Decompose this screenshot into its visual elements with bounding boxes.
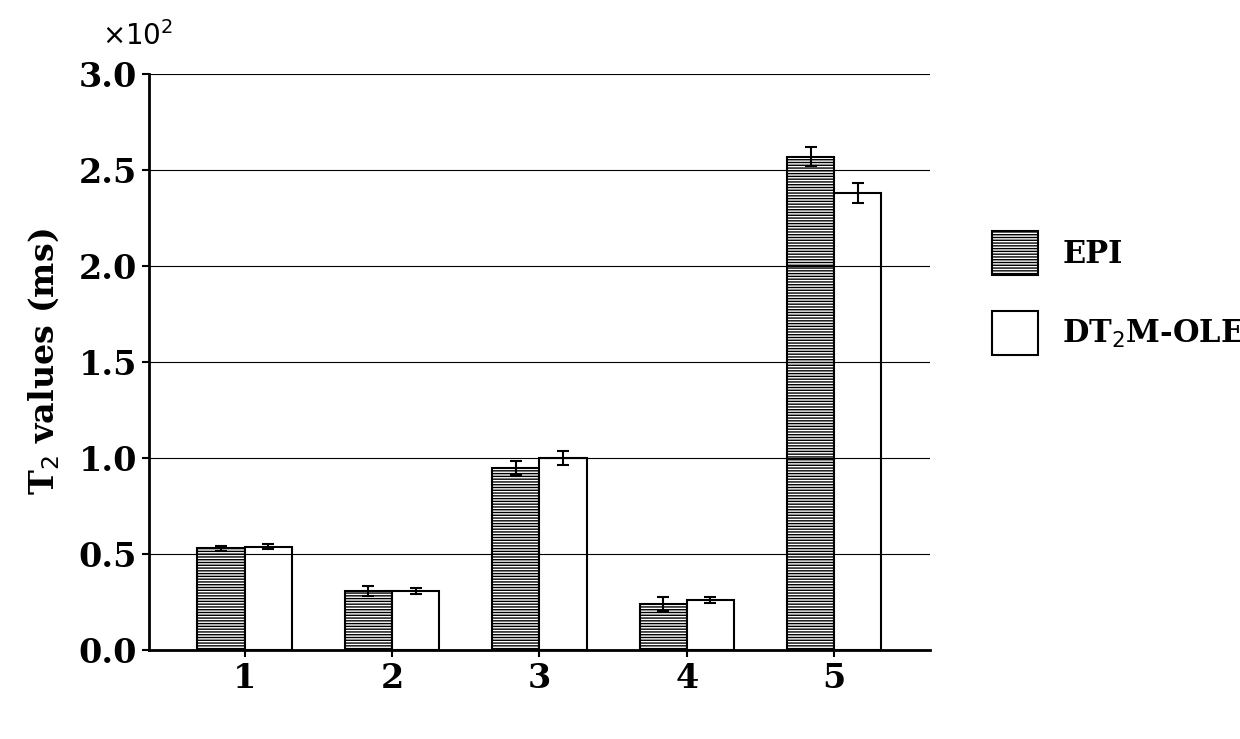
Legend: EPI, DT$_2$M-OLED: EPI, DT$_2$M-OLED [977, 216, 1240, 370]
Bar [835, 193, 882, 650]
Bar [539, 458, 587, 650]
Y-axis label: T$_2$ values (ms): T$_2$ values (ms) [26, 229, 62, 495]
Bar [640, 605, 687, 650]
Bar [787, 157, 835, 650]
Bar [392, 590, 439, 650]
Bar [687, 600, 734, 650]
Bar [492, 468, 539, 650]
Bar [345, 590, 392, 650]
Text: $\times 10^2$: $\times 10^2$ [102, 21, 174, 51]
Bar [197, 548, 244, 650]
Bar [244, 547, 291, 650]
